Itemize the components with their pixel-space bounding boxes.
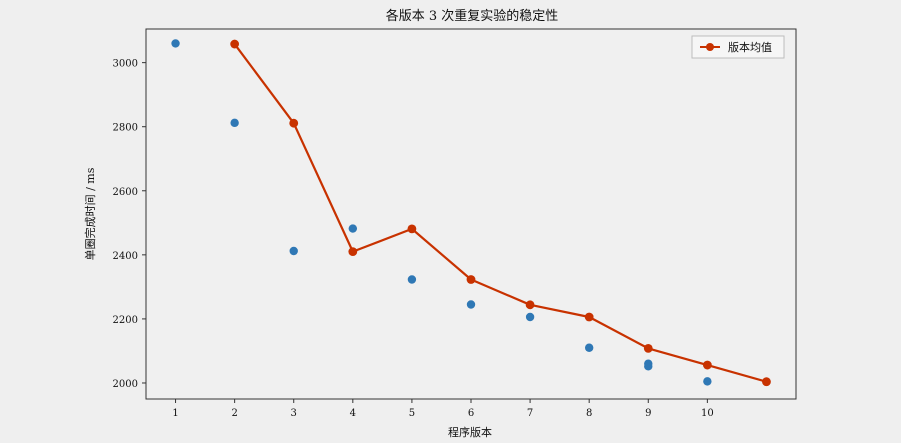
x-tick-label: 7 — [527, 408, 533, 419]
y-tick-label: 3000 — [113, 59, 138, 70]
x-tick-label: 8 — [586, 408, 592, 419]
x-axis-ticks: 1 2 3 4 5 6 7 8 9 10 — [172, 399, 714, 419]
y-tick-label: 2000 — [113, 379, 138, 390]
scatter-point — [348, 224, 358, 233]
scatter-point — [703, 377, 712, 386]
scatter-point — [171, 39, 180, 48]
mean-point — [407, 224, 417, 234]
scatter-point — [466, 300, 476, 309]
legend-box — [691, 35, 785, 59]
y-axis-label: 单圈完成时间 / ms — [83, 167, 97, 260]
x-tick-label: 5 — [409, 408, 415, 419]
mean-point — [702, 360, 712, 370]
mean-point — [230, 39, 240, 49]
legend: 版本均值 — [691, 35, 785, 59]
mean-point — [525, 300, 535, 310]
x-tick-label: 6 — [468, 408, 474, 419]
legend-mean-marker — [706, 43, 714, 51]
y-tick-label: 2800 — [113, 123, 138, 134]
x-tick-label: 4 — [350, 408, 356, 419]
legend-mean-label: 版本均值 — [728, 40, 772, 54]
mean-point — [289, 118, 299, 128]
x-tick-label: 2 — [231, 408, 237, 419]
scatter-series — [171, 39, 712, 386]
chart-title: 各版本 3 次重复实验的稳定性 — [386, 8, 559, 24]
scatter-point — [289, 246, 298, 256]
x-tick-label: 10 — [701, 408, 714, 419]
y-tick-label: 2600 — [113, 187, 138, 198]
mean-point — [584, 312, 594, 322]
mean-point — [466, 275, 476, 284]
scatter-point — [525, 312, 535, 322]
x-tick-label: 1 — [172, 408, 178, 419]
scatter-point — [584, 343, 594, 352]
mean-point — [762, 377, 771, 387]
scatter-point — [644, 362, 653, 371]
scatter-point — [230, 118, 239, 128]
x-axis-label: 程序版本 — [448, 425, 492, 439]
x-tick-label: 3 — [291, 408, 297, 419]
mean-line-series — [230, 39, 771, 387]
y-tick-label: 2200 — [113, 315, 138, 326]
plot-area-frame — [145, 28, 797, 400]
mean-point — [348, 247, 358, 257]
scatter-point — [407, 275, 417, 284]
mean-line — [233, 42, 768, 383]
y-axis-ticks: 2000 2200 2400 2600 2800 3000 — [113, 59, 146, 390]
y-tick-label: 2400 — [113, 251, 138, 262]
x-tick-label: 9 — [645, 408, 651, 419]
mean-point — [643, 343, 653, 353]
